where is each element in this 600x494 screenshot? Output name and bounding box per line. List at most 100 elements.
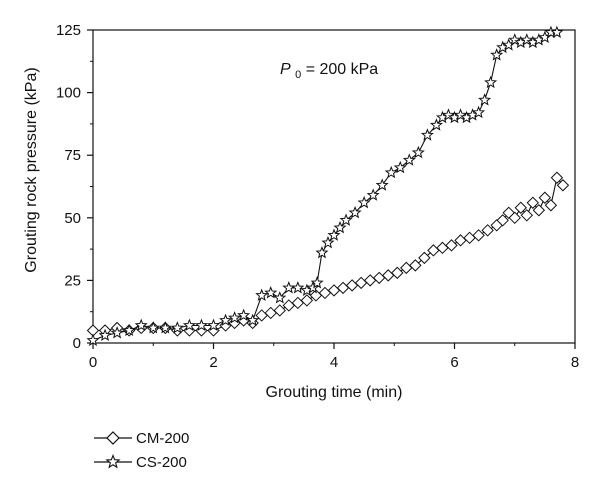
data-point-cm-200 [514, 201, 527, 214]
data-point-cm-200 [445, 239, 458, 252]
x-tick-label: 2 [209, 354, 217, 371]
data-point-cs-200 [237, 308, 251, 322]
data-point-cs-200 [333, 220, 347, 234]
data-point-cs-200 [429, 118, 443, 131]
data-point-cs-200 [170, 321, 184, 334]
annotation-text: = 200 kPa [306, 61, 379, 78]
data-point-cs-200 [182, 318, 196, 332]
data-point-cm-200 [273, 304, 286, 317]
legend-marker-cm-200 [106, 431, 120, 445]
data-point-cs-200 [490, 48, 504, 61]
data-point-cs-200 [454, 108, 468, 121]
legend-item-cm-200: CM-200 [94, 430, 189, 447]
data-point-cs-200 [441, 108, 455, 121]
y-tick-label: 0 [73, 335, 81, 352]
data-point-cm-200 [532, 204, 546, 217]
data-point-cs-200 [310, 276, 324, 289]
legend-marker-cs-200 [105, 453, 121, 469]
data-point-cs-200 [219, 313, 233, 327]
data-point-cs-200 [291, 281, 305, 294]
data-point-cs-200 [255, 288, 269, 301]
data-point-cs-200 [375, 178, 389, 191]
data-point-cs-200 [206, 318, 221, 332]
data-point-cm-200 [327, 284, 341, 297]
data-point-cm-200 [409, 259, 422, 272]
data-point-cm-200 [345, 279, 359, 292]
data-point-cm-200 [372, 271, 386, 285]
data-point-cs-200 [86, 333, 100, 347]
data-point-cm-200 [538, 191, 552, 204]
data-point-cm-200 [282, 299, 296, 312]
y-axis-title: Grouting rock pressure (kPa) [23, 67, 40, 272]
data-point-cs-200 [478, 93, 492, 106]
data-point-cs-200 [134, 318, 148, 332]
legend-label-cm-200: CM-200 [136, 430, 189, 447]
x-tick-label: 0 [89, 354, 97, 371]
data-point-cs-200 [393, 160, 407, 174]
data-point-cs-200 [306, 281, 320, 294]
data-point-cm-200 [291, 296, 305, 310]
data-point-cs-200 [228, 311, 242, 324]
data-point-cm-200 [418, 251, 431, 265]
data-point-cs-200 [550, 25, 564, 39]
data-point-cs-200 [402, 153, 416, 166]
series-cs-200 [86, 25, 564, 347]
data-point-cm-200 [354, 276, 368, 290]
data-point-cs-200 [98, 328, 112, 342]
data-point-cs-200 [520, 33, 534, 46]
data-point-cm-200 [520, 209, 534, 222]
x-tick-label: 6 [450, 354, 458, 371]
data-point-cm-200 [496, 214, 509, 227]
data-point-cm-200 [556, 179, 570, 192]
data-point-cs-200 [484, 75, 498, 89]
legend-label-cs-200: CS-200 [136, 454, 187, 471]
data-point-cm-200 [544, 199, 558, 212]
data-point-cm-200 [391, 266, 404, 280]
data-point-cm-200 [436, 241, 449, 255]
data-point-cs-200 [246, 313, 260, 327]
data-point-cm-200 [481, 224, 494, 237]
x-tick-label: 4 [330, 354, 338, 371]
pressure-annotation: P 0 = 200 kPa [280, 61, 378, 82]
annotation-subscript: 0 [295, 69, 301, 81]
data-point-cs-200 [282, 281, 296, 294]
data-point-cs-200 [411, 145, 425, 159]
data-point-cs-200 [110, 326, 124, 339]
legend-item-cs-200: CS-200 [94, 453, 187, 471]
data-point-cs-200 [146, 321, 160, 334]
data-point-cm-200 [454, 234, 467, 247]
data-point-cm-200 [300, 294, 314, 307]
data-point-cm-200 [363, 274, 377, 287]
series-cm-200 [86, 171, 570, 337]
data-point-cs-200 [357, 195, 371, 209]
y-tick-label: 25 [64, 272, 81, 289]
x-axis-title: Grouting time (min) [266, 384, 403, 401]
y-tick-label: 75 [64, 147, 81, 164]
data-point-cm-200 [472, 229, 485, 242]
data-point-cs-200 [264, 286, 278, 299]
y-tick-label: 100 [56, 85, 81, 102]
data-point-cs-200 [194, 318, 208, 332]
data-point-cs-200 [321, 235, 335, 249]
data-point-cs-200 [348, 205, 362, 219]
data-point-cs-200 [366, 188, 380, 201]
data-point-cm-200 [526, 196, 540, 209]
data-point-cm-200 [508, 211, 521, 225]
data-point-cm-200 [400, 261, 413, 275]
data-point-cm-200 [550, 171, 564, 184]
series-layer [86, 25, 570, 347]
data-point-cm-200 [318, 286, 332, 300]
data-point-cm-200 [463, 231, 476, 245]
data-point-cs-200 [273, 291, 287, 304]
data-point-cm-200 [382, 269, 395, 282]
data-point-cs-200 [508, 33, 522, 46]
data-point-cs-200 [158, 321, 172, 334]
data-point-cm-200 [336, 281, 350, 295]
y-axis-ticks: 0 25 50 75 100 125 [56, 22, 93, 352]
data-point-cs-200 [384, 165, 398, 179]
data-point-cs-200 [327, 228, 341, 241]
x-tick-label: 8 [571, 354, 579, 371]
data-point-cm-200 [264, 306, 277, 320]
